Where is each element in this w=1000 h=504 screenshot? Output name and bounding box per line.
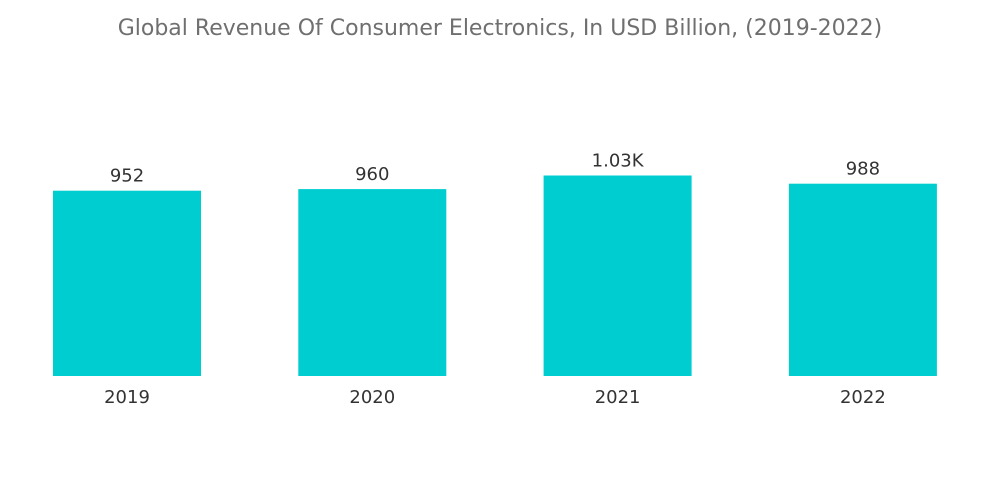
x-tick-label-2022: 2022 [840, 387, 886, 408]
x-tick-label-2019: 2019 [104, 387, 150, 408]
x-tick-labels-group: 2019 2020 2021 2022 [104, 387, 886, 408]
bars-group [53, 175, 937, 376]
data-label-2019: 952 [110, 166, 144, 187]
data-labels-group: 952 960 1.03K 988 [110, 151, 880, 187]
x-tick-label-2020: 2020 [349, 387, 395, 408]
data-label-2020: 960 [355, 164, 389, 185]
bar-2020 [298, 189, 447, 376]
data-label-2022: 988 [846, 159, 880, 180]
chart-title: Global Revenue Of Consumer Electronics, … [117, 16, 883, 41]
x-tick-label-2021: 2021 [595, 387, 641, 408]
data-label-2021: 1.03K [592, 151, 645, 172]
bar-2022 [788, 183, 937, 376]
bar-2019 [53, 190, 201, 376]
bar-2021 [543, 175, 692, 376]
